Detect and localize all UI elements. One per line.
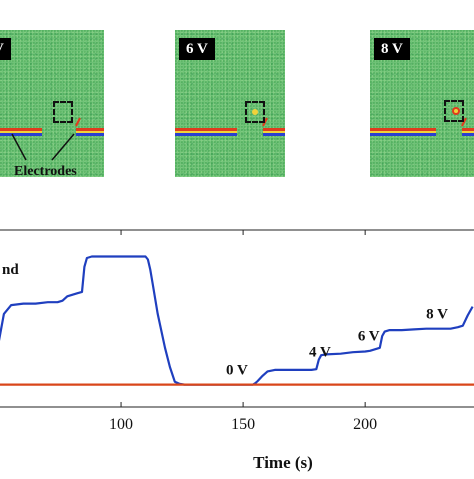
series-layer xyxy=(0,255,474,386)
voltage-annotation-3: 8 V xyxy=(426,306,448,322)
thermal-image-panel-3: 8 V xyxy=(370,30,474,177)
chart-svg: 100 150 200 0 V 4 V 6 V 8 V nd Time (s) xyxy=(0,229,474,472)
electrode-strips xyxy=(175,109,285,136)
voltage-annotation-0: 0 V xyxy=(226,362,248,378)
region-of-interest-box xyxy=(245,101,265,123)
voltage-annotation-2: 6 V xyxy=(358,328,380,344)
legend-partial-text: nd xyxy=(2,262,19,278)
annotations-layer: 0 V 4 V 6 V 8 V xyxy=(226,306,448,378)
x-axis-label: Time (s) xyxy=(253,453,313,472)
electrodes-annotation: Electrodes xyxy=(14,164,77,177)
x-tick-label-0: 100 xyxy=(109,416,133,433)
voltage-label: V xyxy=(0,38,11,60)
thermal-image-panel-2: 6 V xyxy=(175,30,285,177)
axes xyxy=(0,229,474,408)
voltage-annotation-1: 4 V xyxy=(309,345,331,361)
electrode-strips xyxy=(0,117,104,161)
image-texture xyxy=(0,30,104,177)
voltage-label: 6 V xyxy=(179,38,215,60)
voltage-label: 8 V xyxy=(374,38,410,60)
x-tick-label-2: 200 xyxy=(353,416,377,433)
x-tick-label-1: 150 xyxy=(231,416,255,433)
electrode-strips xyxy=(370,107,474,136)
thermal-image-panel-1: V Electrodes xyxy=(0,30,104,177)
region-of-interest-box xyxy=(444,100,464,122)
x-ticks: 100 150 200 xyxy=(109,230,377,433)
region-of-interest-box xyxy=(53,101,73,123)
time-series-chart: 100 150 200 0 V 4 V 6 V 8 V nd Time (s) xyxy=(0,185,474,474)
